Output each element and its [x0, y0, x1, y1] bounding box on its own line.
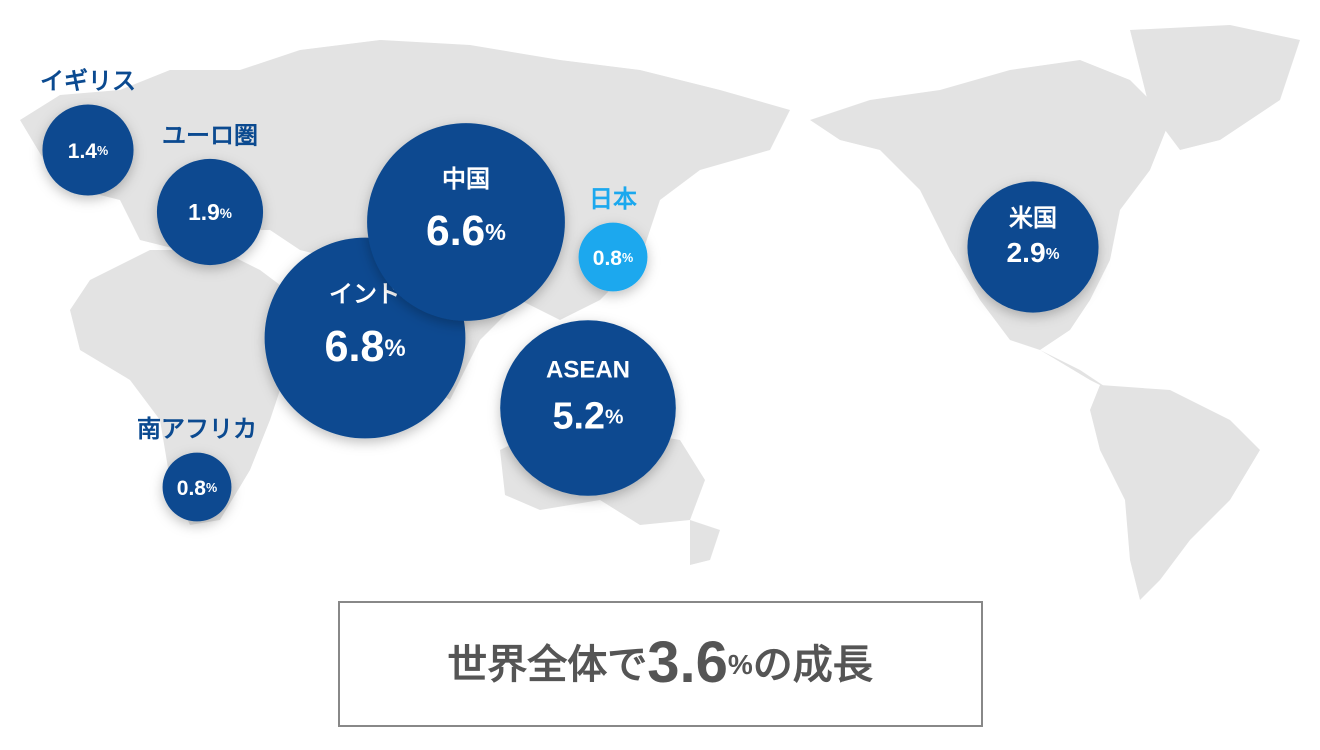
value-number: 1.9: [188, 199, 220, 225]
bubble: [42, 104, 134, 196]
bubble: [162, 452, 232, 522]
region-label: ASEAN: [546, 356, 630, 383]
region-value: 0.8%: [593, 247, 633, 270]
region-value: 6.6%: [426, 207, 506, 255]
value-number: 0.8: [177, 477, 207, 500]
value-number: 6.8: [324, 323, 384, 371]
value-number: 5.2: [553, 395, 605, 437]
region-value: 5.2%: [553, 395, 624, 437]
value-unit: %: [206, 481, 217, 495]
region-label: インド: [329, 281, 401, 308]
summary-box: [338, 601, 983, 727]
value-number: 1.4: [68, 140, 98, 163]
value-unit: %: [1046, 246, 1060, 263]
value-number: 6.6: [426, 207, 485, 255]
summary-prefix: 世界全体で: [447, 642, 647, 687]
bubble: [500, 320, 676, 496]
value-unit: %: [485, 219, 506, 245]
bubble: [156, 158, 264, 266]
value-number: 2.9: [1007, 236, 1046, 268]
summary-unit: %: [728, 649, 753, 680]
value-unit: %: [220, 206, 232, 221]
region-label: 米国: [1009, 205, 1057, 232]
bubble: [967, 181, 1099, 313]
region-label: 日本: [589, 186, 637, 213]
bubble: [578, 222, 648, 292]
value-unit: %: [605, 406, 623, 429]
summary-suffix: の成長: [753, 643, 874, 687]
value-number: 0.8: [593, 247, 623, 270]
region-label: 南アフリカ: [137, 416, 257, 443]
bubble: [367, 123, 565, 321]
bubbles: イギリス 1.4% ユーロ圏 1.9% インド 6.8% 中国 6.6% 日本 0.8% ASEAN…: [40, 68, 1099, 522]
region-label: イギリス: [40, 68, 136, 95]
summary-value: 3.6: [647, 630, 728, 695]
value-unit: %: [622, 251, 633, 265]
region-value: 6.8%: [324, 323, 405, 371]
region-label: 中国: [442, 166, 490, 193]
region-value: 2.9%: [1007, 236, 1060, 268]
region-label: ユーロ圏: [162, 122, 258, 149]
value-unit: %: [384, 336, 405, 362]
region-value: 1.9%: [188, 199, 232, 225]
region-value: 0.8%: [177, 477, 217, 500]
region-value: 1.4%: [68, 140, 108, 163]
summary-text: 世界全体で3.6%の成長: [447, 630, 874, 695]
value-unit: %: [97, 144, 108, 158]
